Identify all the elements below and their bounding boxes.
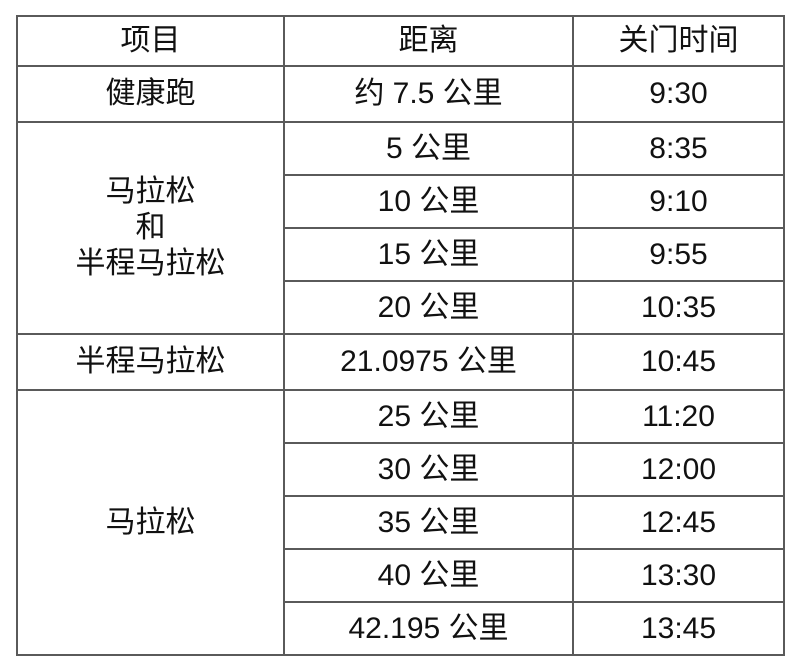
cell-item-merged: 马拉松 和 半程马拉松	[16, 121, 285, 335]
cell-item: 半程马拉松	[16, 333, 285, 391]
table-row: 10 公里 9:10	[17, 174, 785, 229]
cell-distance: 15 公里	[283, 227, 574, 282]
cell-cutoff-time: 12:45	[572, 495, 785, 550]
cell-cutoff-time: 13:45	[572, 601, 785, 656]
table-row: 35 公里 12:45	[17, 495, 785, 550]
table-row: 半程马拉松 21.0975 公里 10:45	[16, 333, 785, 391]
cell-distance: 42.195 公里	[283, 601, 574, 656]
cell-cutoff-time: 10:45	[572, 333, 785, 391]
cell-item: 健康跑	[16, 65, 285, 123]
cell-distance: 10 公里	[283, 174, 574, 229]
cell-distance: 40 公里	[283, 548, 574, 603]
cell-cutoff-time: 9:10	[572, 174, 785, 229]
cell-cutoff-time: 12:00	[572, 442, 785, 497]
header-distance: 距离	[283, 15, 574, 67]
table-row: 马拉松 25 公里 11:20	[16, 389, 785, 656]
header-item: 项目	[16, 15, 285, 67]
table-row: 30 公里 12:00	[17, 442, 785, 497]
table-header-row: 项目 距离 关门时间	[16, 15, 785, 67]
cell-item-merged: 马拉松	[16, 389, 285, 656]
cell-cutoff-time: 9:55	[572, 227, 785, 282]
cell-distance: 5 公里	[283, 121, 574, 176]
cutoff-times-table: 项目 距离 关门时间 健康跑 约 7.5 公里 9:30 马拉松 和 半程马拉松…	[16, 15, 785, 656]
cell-cutoff-time: 11:20	[572, 389, 785, 444]
cell-distance: 20 公里	[283, 280, 574, 335]
cell-distance: 约 7.5 公里	[283, 65, 574, 123]
table-row: 马拉松 和 半程马拉松 5 公里 8:35	[16, 121, 785, 335]
cell-cutoff-time: 8:35	[572, 121, 785, 176]
cell-distance: 30 公里	[283, 442, 574, 497]
cell-distance: 21.0975 公里	[283, 333, 574, 391]
cell-distance: 25 公里	[283, 389, 574, 444]
table-row: 40 公里 13:30	[17, 548, 785, 603]
table-row: 42.195 公里 13:45	[17, 601, 785, 656]
table-row: 15 公里 9:55	[17, 227, 785, 282]
table-row: 20 公里 10:35	[17, 280, 785, 335]
cell-cutoff-time: 10:35	[572, 280, 785, 335]
cell-cutoff-time: 13:30	[572, 548, 785, 603]
cell-distance: 35 公里	[283, 495, 574, 550]
header-cutoff-time: 关门时间	[572, 15, 785, 67]
cell-cutoff-time: 9:30	[572, 65, 785, 123]
table-row: 健康跑 约 7.5 公里 9:30	[16, 65, 785, 123]
